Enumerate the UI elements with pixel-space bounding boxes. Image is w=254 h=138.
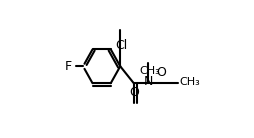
Text: CH₃: CH₃ xyxy=(140,66,160,76)
Text: N: N xyxy=(143,75,153,88)
Text: Cl: Cl xyxy=(116,39,128,52)
Text: F: F xyxy=(65,60,72,73)
Text: CH₃: CH₃ xyxy=(179,77,200,87)
Text: O: O xyxy=(156,66,166,79)
Text: O: O xyxy=(129,86,139,99)
